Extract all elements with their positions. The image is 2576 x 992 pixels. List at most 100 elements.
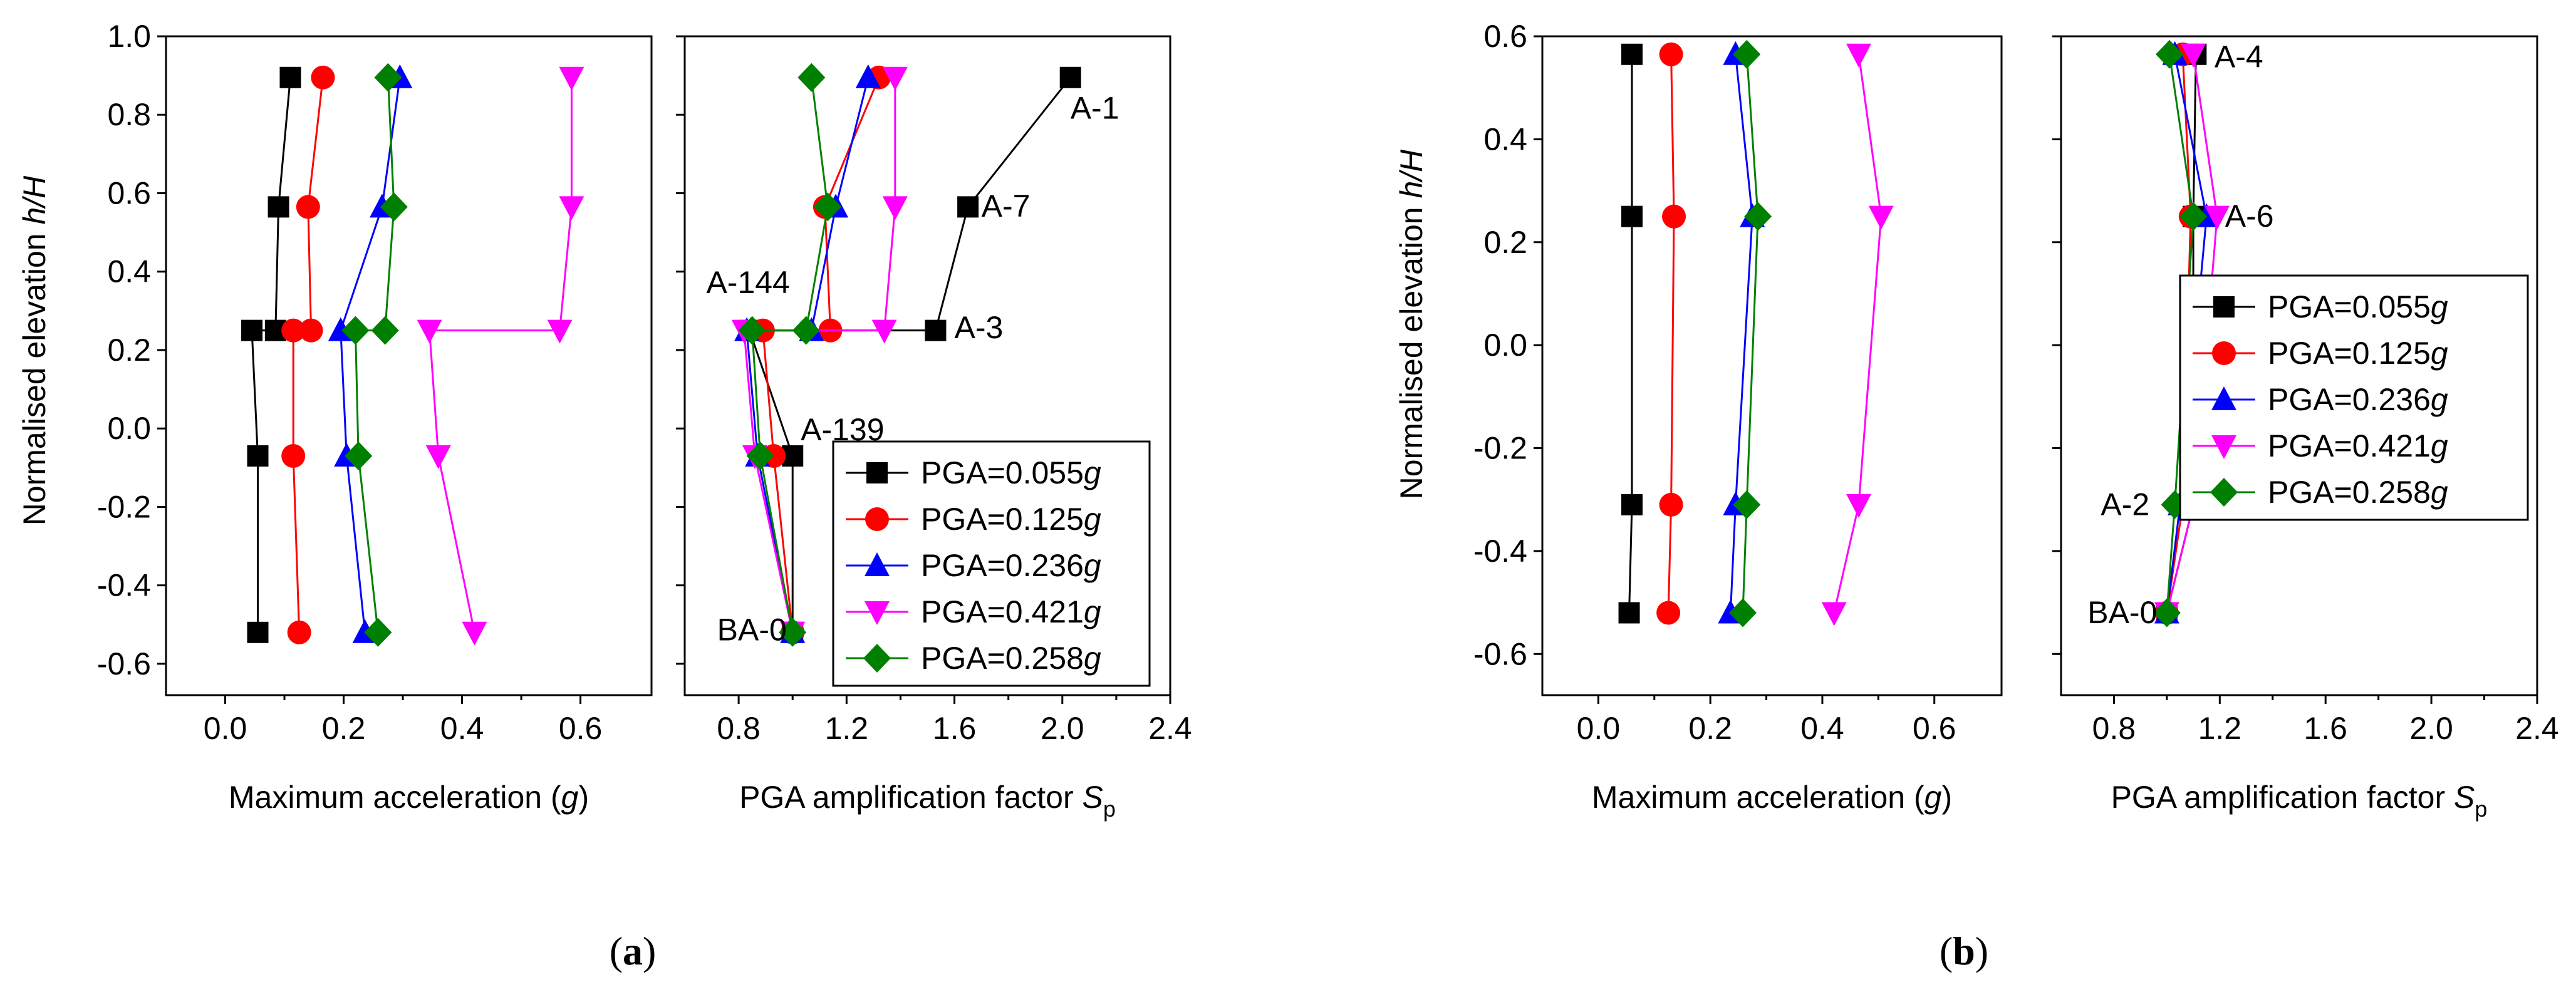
- legend: PGA=0.055g PGA=0.125g PGA=0.236g PGA=0.421g…: [2179, 274, 2529, 521]
- x-tick-label: 1.2: [2198, 711, 2242, 746]
- data-point: [281, 444, 306, 468]
- x-tick-label: 1.6: [2303, 711, 2347, 746]
- y-tick-label: -0.6: [1473, 636, 1527, 671]
- y-tick-label: 0.0: [107, 411, 151, 446]
- x-tick-label: 0.6: [559, 711, 603, 746]
- data-point: [792, 316, 820, 345]
- series-1: [281, 65, 335, 644]
- data-point: [2179, 202, 2208, 231]
- series-0: [241, 66, 301, 643]
- panel-a-caption: (a): [610, 929, 657, 973]
- data-point: [547, 319, 573, 344]
- subplot-a-left: 0.0 0.2 0.4 0.6 1.0 0.8 0.6 0.4 0.2 0.0 -0.2 -0.4 -0…: [17, 19, 653, 815]
- plot-frame: [683, 35, 1171, 696]
- x-tick-label: 0.4: [1800, 711, 1844, 746]
- data-point: [882, 66, 908, 91]
- data-point: [341, 316, 370, 345]
- data-point: [1659, 42, 1683, 66]
- data-point: [1621, 43, 1643, 65]
- annotation-label: A-144: [706, 265, 789, 300]
- y-tick-label: 0.6: [1483, 19, 1527, 54]
- data-point: [1729, 598, 1757, 628]
- legend-marker: [863, 644, 891, 673]
- series-3: [1821, 43, 1894, 626]
- data-point: [559, 196, 584, 220]
- legend-marker: [865, 601, 890, 625]
- data-point: [247, 621, 269, 643]
- data-point: [2181, 43, 2206, 68]
- legend-label: PGA=0.236g: [921, 548, 1101, 583]
- legend-box: [2179, 274, 2529, 521]
- y-tick-label: 0.4: [1483, 121, 1527, 157]
- data-point: [1662, 204, 1686, 229]
- data-point: [345, 442, 373, 471]
- series-4: [341, 63, 408, 647]
- data-point: [417, 319, 442, 344]
- data-point: [1621, 205, 1643, 227]
- data-point: [1846, 43, 1872, 68]
- series-line: [1833, 54, 1883, 613]
- y-tick-label: -0.2: [97, 489, 151, 524]
- annotation-label: A-4: [2215, 39, 2263, 74]
- data-point: [371, 316, 399, 345]
- data-point: [281, 318, 306, 343]
- x-tick-label: 2.0: [2409, 711, 2453, 746]
- series-line: [1742, 54, 1759, 613]
- series-line: [751, 77, 829, 633]
- data-point: [855, 64, 881, 88]
- legend-label: PGA=0.125g: [2268, 336, 2448, 371]
- y-axis-label: Normalised elevation h/H: [1394, 149, 1429, 499]
- data-point: [559, 66, 584, 91]
- y-tick-label: 1.0: [107, 19, 151, 54]
- y-tick-label: -0.2: [1473, 431, 1527, 466]
- legend-marker: [865, 552, 890, 576]
- subplot-b-left: 0.0 0.2 0.4 0.6 0.6 0.4 0.2 0.0 -0.2 -0.4 -0.6 Maxi…: [1394, 19, 2003, 815]
- legend-label: PGA=0.421g: [921, 594, 1101, 629]
- data-point: [925, 319, 947, 341]
- data-point: [374, 63, 402, 92]
- series-line: [1729, 54, 1753, 613]
- series-2: [1718, 41, 1765, 624]
- data-point: [1821, 602, 1847, 626]
- legend-marker: [866, 462, 888, 483]
- legend-marker: [2213, 296, 2235, 318]
- legend-marker: [2211, 435, 2236, 459]
- data-point: [882, 196, 908, 220]
- y-tick-label: 0.6: [107, 175, 151, 210]
- data-point: [1621, 493, 1643, 515]
- x-tick-label: 0.2: [322, 711, 366, 746]
- plot-frame: [1541, 35, 2003, 696]
- y-tick-label: -0.4: [97, 568, 151, 603]
- series-1: [1656, 42, 1686, 625]
- x-tick-label: 0.8: [717, 711, 761, 746]
- legend: PGA=0.055g PGA=0.125g PGA=0.236g PGA=0.421g…: [832, 440, 1151, 687]
- y-tick-label: 0.8: [107, 97, 151, 132]
- legend-marker: [2211, 386, 2236, 410]
- series-line: [292, 77, 324, 633]
- annotation-label: A-7: [982, 189, 1031, 224]
- data-point: [1868, 205, 1894, 230]
- data-point: [364, 617, 392, 647]
- x-tick-label: 0.4: [440, 711, 484, 746]
- data-point: [779, 617, 807, 647]
- x-axis-label: Maximum acceleration (g): [1592, 780, 1952, 815]
- data-point: [814, 192, 842, 222]
- data-point: [296, 195, 320, 219]
- annotation-label: A-6: [2225, 199, 2274, 234]
- x-axis-label: Maximum acceleration (g): [229, 780, 589, 815]
- series-line: [354, 77, 395, 633]
- x-axis-label: PGA amplification factor Sp: [2111, 780, 2488, 822]
- annotation-label: A-3: [955, 310, 1004, 345]
- x-tick-label: 2.4: [1148, 711, 1192, 746]
- y-tick-label: 0.0: [1483, 328, 1527, 363]
- x-tick-label: 2.4: [2515, 711, 2559, 746]
- plot-frame: [165, 35, 653, 696]
- legend-marker: [2210, 478, 2238, 507]
- y-axis-label: Normalised elevation h/H: [17, 175, 52, 525]
- series-line: [251, 77, 291, 633]
- data-point: [425, 445, 451, 470]
- data-point: [1733, 490, 1761, 519]
- y-tick-label: -0.6: [97, 646, 151, 681]
- data-point: [462, 621, 487, 646]
- y-tick-label: 0.2: [107, 333, 151, 368]
